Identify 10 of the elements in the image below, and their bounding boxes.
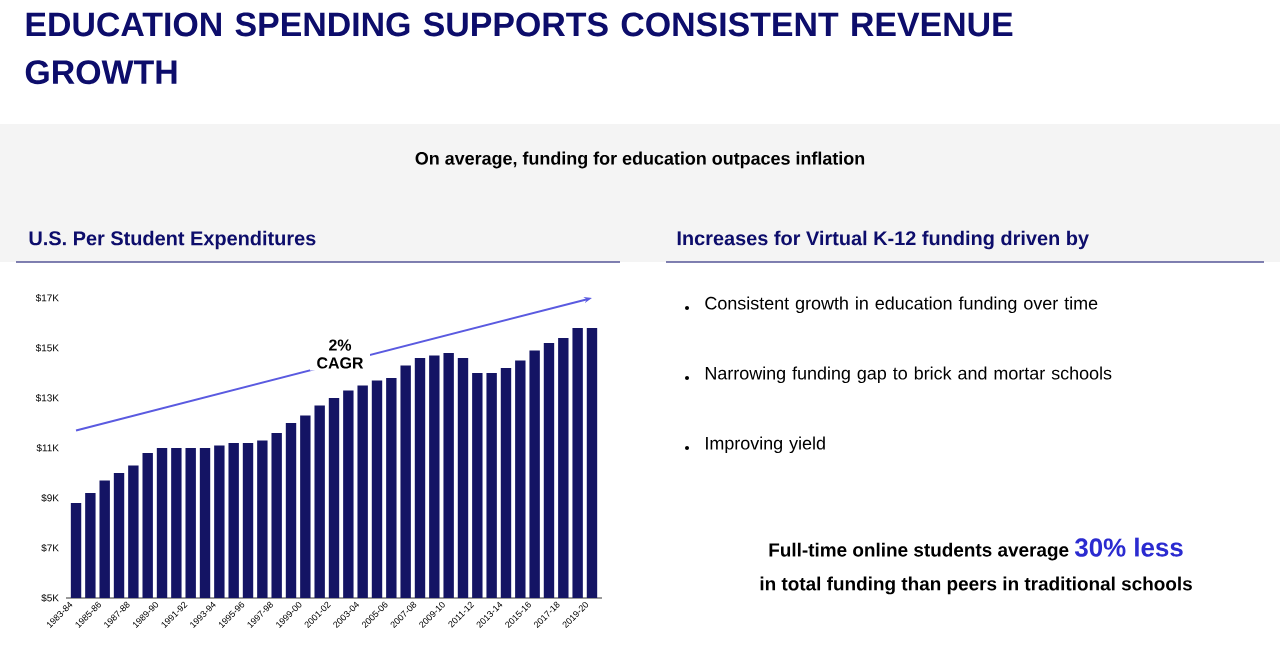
text: Consistent growth in education funding over time	[705, 296, 1098, 314]
text: Narrowing funding gap to brick and mortar schools	[705, 366, 1112, 384]
chart-title: U.S. Per Student Expenditures	[29, 230, 316, 250]
text: On average, funding for education outpaces inflation	[415, 151, 865, 169]
text: in total funding than peers in traditional schools	[760, 576, 1192, 595]
text: Increases for Virtual K-12 funding driven by	[677, 230, 1089, 250]
text: Full-time online students average	[769, 542, 1069, 561]
text: Improving yield	[706, 436, 825, 454]
text: 30% less	[1074, 537, 1183, 557]
text: EDUCATION SPENDING SUPPORTS CONSISTENT REVENUE GROWTH	[25, 12, 1013, 85]
